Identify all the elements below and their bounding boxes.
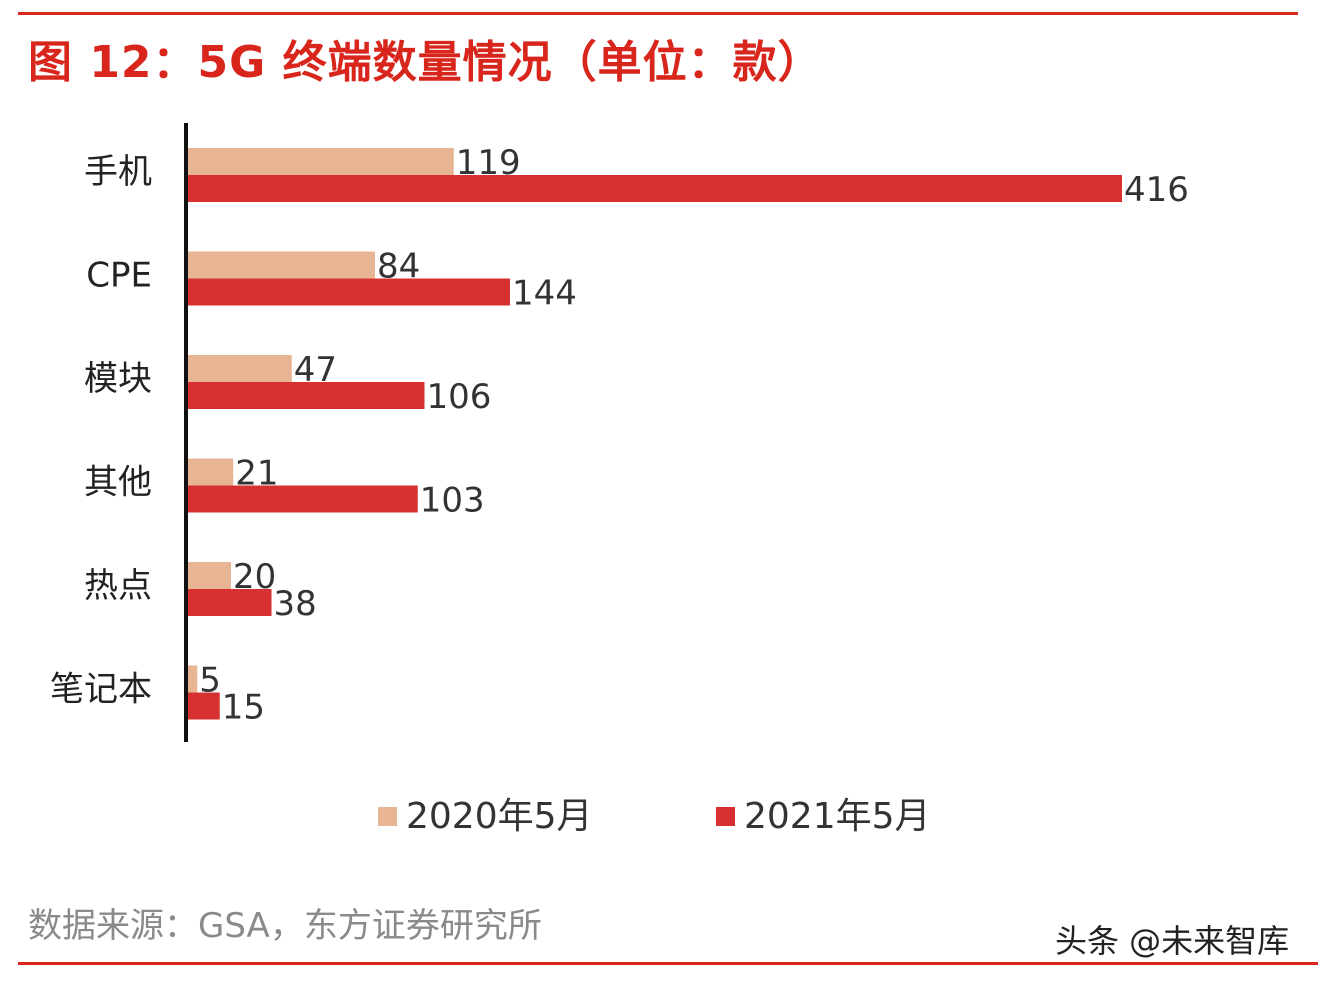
bar-2021	[186, 485, 418, 513]
bar-2020	[186, 148, 454, 175]
legend-swatch-2021	[716, 807, 735, 826]
bar-2021	[186, 589, 272, 616]
data-label: 103	[420, 481, 485, 521]
legend-label: 2020年5月	[406, 796, 593, 837]
category-label: 手机	[84, 152, 152, 192]
data-label: 15	[222, 688, 265, 728]
data-label: 416	[1124, 170, 1189, 210]
bar-2020	[186, 665, 198, 693]
data-label: 5	[199, 661, 221, 701]
bar-2020	[186, 355, 292, 382]
category-label: CPE	[86, 256, 152, 296]
bottom-rule	[18, 962, 1318, 965]
category-label: 笔记本	[50, 670, 152, 710]
bar-2020	[186, 562, 231, 589]
bar-2020	[186, 251, 375, 279]
category-label: 其他	[84, 463, 152, 503]
bar-2020	[186, 458, 234, 486]
top-rule	[18, 12, 1298, 15]
bar-2021	[186, 175, 1122, 202]
category-label: 模块	[84, 359, 152, 399]
bar-2021	[186, 278, 510, 306]
legend-label: 2021年5月	[744, 796, 931, 837]
watermark-text: 头条 @未来智库	[1055, 922, 1290, 960]
category-label: 热点	[84, 566, 152, 606]
data-label: 38	[274, 584, 317, 624]
data-label: 106	[427, 377, 492, 417]
legend-swatch-2020	[378, 807, 397, 826]
source-note: 数据来源：GSA，东方证券研究所	[28, 906, 542, 946]
bar-2021	[186, 382, 425, 409]
bar-2021	[186, 692, 220, 720]
data-label: 144	[512, 274, 577, 314]
chart-title: 图 12：5G 终端数量情况（单位：款）	[28, 37, 823, 88]
